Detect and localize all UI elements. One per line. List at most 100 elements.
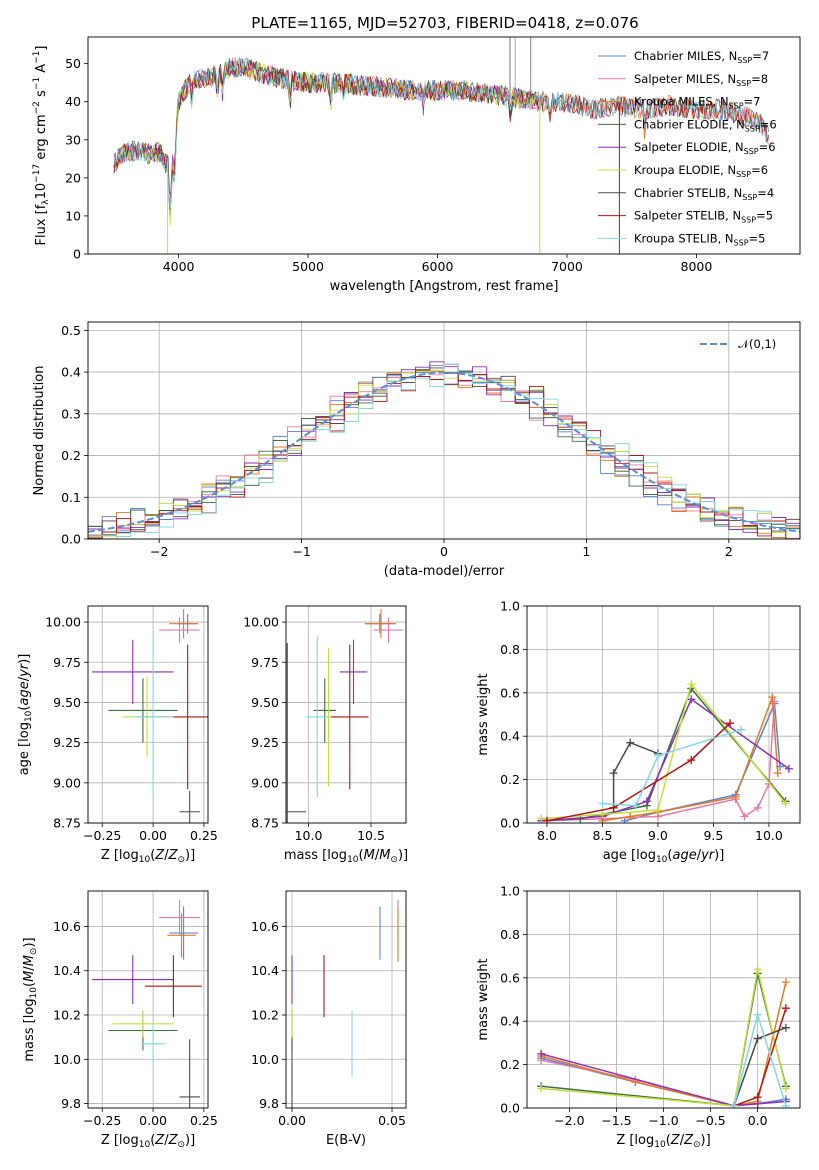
y-tick-label: 0.8 [500, 642, 520, 657]
x-tick-label: 1 [582, 544, 590, 559]
weight-marker-salpeter-miles [770, 697, 779, 706]
weight-marker-kroupa-stelib [598, 799, 607, 808]
x-tick-label: 5000 [292, 259, 324, 274]
y-tick-label: 10.4 [53, 963, 81, 978]
plot-area [537, 680, 793, 823]
errorbar-chabrier-stelib [179, 1039, 200, 1108]
errorbar-salpeter-elodie [339, 639, 368, 705]
y-tick-label: 0.4 [61, 365, 81, 380]
legend-label-kroupa-miles: Kroupa MILES, NSSP=7 [634, 95, 760, 111]
spectrum-line-kroupa-stelib [114, 57, 769, 208]
y-tick-label: 30 [65, 132, 81, 147]
legend-label-kroupa-stelib: Kroupa STELIB, NSSP=5 [634, 231, 765, 247]
weight-marker-kroupa-elodie [537, 1084, 546, 1093]
figure-title: PLATE=1165, MJD=52703, FIBERID=0418, z=0… [251, 14, 638, 32]
legend-label-chabrier-elodie: Chabrier ELODIE, NSSP=6 [634, 117, 777, 133]
errorbar-kroupa-stelib [306, 636, 329, 798]
y-tick-label: 10.00 [45, 615, 81, 630]
weight-line-salpeter-stelib [546, 722, 731, 822]
weight-marker-salpeter-stelib [753, 1093, 762, 1102]
x-tick-label: 0.00 [278, 1113, 306, 1128]
weight-marker-salpeter-stelib [781, 1004, 790, 1013]
y-tick-label: 10.6 [53, 919, 81, 934]
axes-frame [526, 890, 801, 1109]
x-tick-label: 0.00 [139, 1113, 167, 1128]
panel-mass-vs-Z: −0.25 0.00 0.25 9.8 10.0 10.2 10.4 10.6 Z [log10… [22, 890, 218, 1150]
x-tick-label: 8.0 [537, 828, 557, 843]
errorbar-chabrier-stelib [179, 790, 200, 823]
weight-marker-chabrier-stelib [781, 1023, 790, 1032]
y-tick-label: 0.2 [500, 1057, 520, 1072]
x-tick-label: 9.5 [703, 828, 723, 843]
y-tick-label: 9.25 [53, 735, 81, 750]
weight-marker-salpeter-elodie [537, 1049, 546, 1058]
y-tick-label: 0.6 [500, 685, 520, 700]
errorbar-salpeter-stelib [331, 644, 369, 790]
weight-marker-kroupa-elodie [687, 680, 696, 689]
y-axis-label: age [log10(age/yr)] [17, 654, 34, 776]
weight-line-kroupa-elodie [541, 968, 787, 1107]
errorbar-chabrier-stelib [286, 642, 306, 823]
errorbar-salpeter-miles [373, 617, 404, 643]
weight-marker-kroupa-elodie [753, 965, 762, 974]
y-tick-label: 10.4 [251, 963, 279, 978]
y-tick-label: 0.2 [61, 448, 81, 463]
y-tick-label: 0.0 [500, 1101, 520, 1116]
x-axis-label: wavelength [Angstrom, rest frame] [330, 279, 559, 294]
y-axis-label: mass weight [476, 958, 491, 1040]
panel-residual-distribution: −2 −1 0 1 2 0.0 0.1 0.2 0.3 0.4 0.5 𝒩(0,1) (data-mod… [32, 321, 801, 579]
weight-marker-kroupa-stelib [737, 725, 746, 734]
x-tick-label: 8.5 [593, 828, 613, 843]
axes-frame [87, 321, 801, 540]
y-tick-label: 0.0 [500, 816, 520, 831]
plot-area [537, 965, 790, 1108]
panel-age-vs-mass: 10.0 10.5 8.75 9.00 9.25 9.50 9.75 10.00 mass [l… [243, 605, 408, 865]
y-tick-label: 0.0 [61, 532, 81, 547]
weight-line-salpeter-elodie [540, 1053, 786, 1107]
legend-label-kroupa-elodie: Kroupa ELODIE, NSSP=6 [634, 163, 768, 179]
x-tick-label: 0 [440, 544, 448, 559]
y-tick-label: 9.8 [259, 1096, 279, 1111]
x-tick-label: 9.0 [648, 828, 668, 843]
x-tick-label: 7000 [551, 259, 583, 274]
legend-label-chabrier-stelib: Chabrier STELIB, NSSP=4 [634, 186, 774, 202]
errorbar-chabrier-elodie [108, 678, 178, 743]
x-axis-label: Z [log10(Z/Z⊙)] [101, 1133, 195, 1150]
weight-marker-salpeter-stelib [726, 719, 735, 728]
x-tick-label: −1.0 [648, 1113, 678, 1128]
y-tick-label: 1.0 [500, 884, 520, 899]
y-tick-label: 9.00 [251, 775, 279, 790]
y-tick-label: 20 [65, 170, 81, 185]
y-tick-label: 10.0 [251, 1052, 279, 1067]
weight-line-kroupa-miles [602, 696, 779, 822]
x-tick-label: 10.0 [295, 828, 323, 843]
weight-marker-chabrier-stelib [609, 769, 618, 778]
x-tick-label: 6000 [422, 259, 454, 274]
y-tick-label: 0.2 [500, 772, 520, 787]
weight-marker-chabrier-stelib [626, 738, 635, 747]
x-tick-label: −1.5 [601, 1113, 631, 1128]
x-tick-label: 10.5 [357, 828, 385, 843]
y-tick-label: 0.6 [500, 970, 520, 985]
errorbar-salpeter-elodie [92, 639, 174, 705]
legend-label-chabrier-miles: Chabrier MILES, NSSP=7 [634, 49, 769, 65]
x-tick-label: 0.25 [190, 1113, 218, 1128]
y-tick-label: 50 [65, 56, 81, 71]
y-tick-label: 1.0 [500, 599, 520, 614]
errorbar-kroupa-stelib [140, 1023, 166, 1064]
axes-frame [87, 890, 209, 1109]
panel-spectrum: 4000 5000 6000 7000 8000 0 10 20 30 40 50 Chabrier … [32, 36, 801, 294]
weight-marker-salpeter-miles [753, 803, 762, 812]
weight-marker-kroupa-stelib [631, 801, 640, 810]
legend-label-normal: 𝒩(0,1) [738, 337, 776, 351]
axes-frame [87, 605, 209, 824]
x-tick-label: −0.25 [83, 1113, 121, 1128]
plot-area [113, 37, 770, 254]
y-tick-label: 10.2 [251, 1008, 279, 1023]
weight-marker-kroupa-stelib [781, 1101, 790, 1108]
weight-marker-kroupa-elodie [781, 799, 790, 808]
plot-area [88, 361, 800, 539]
y-tick-label: 0.3 [61, 406, 81, 421]
weight-line-kroupa-elodie [541, 682, 787, 820]
